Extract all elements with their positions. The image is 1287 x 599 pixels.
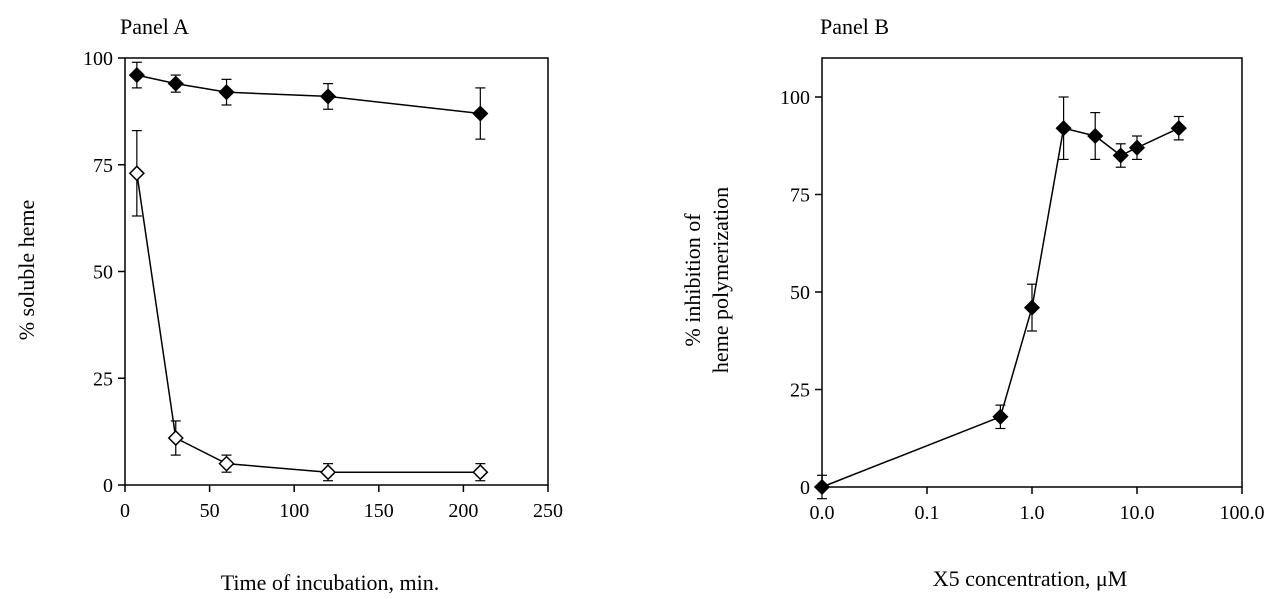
panel-a-y-tick-label: 75 xyxy=(93,155,113,177)
panel-a-series-1-point xyxy=(128,165,145,182)
panel-b-series-0-point xyxy=(1087,127,1104,145)
panel-a-series-0-point xyxy=(319,88,337,105)
panel-b-series-0-point xyxy=(1112,147,1129,164)
panel-a-series-1-point xyxy=(218,455,235,472)
panel-a-x-tick-label: 100 xyxy=(279,500,309,522)
panel-b-y-axis-label-line-1: % inhibition of xyxy=(680,213,705,347)
panel-b-y-tick-label: 100 xyxy=(780,87,810,109)
panel-a-y-tick-label: 25 xyxy=(93,368,113,390)
panel-b-y-tick-label: 50 xyxy=(790,282,810,304)
panel-b-series-0-point xyxy=(1023,299,1041,316)
panel-b-series-0-point xyxy=(992,408,1009,425)
panel-a-x-tick-label: 50 xyxy=(200,500,220,522)
panel-b-x-tick-label: 0.0 xyxy=(810,502,835,524)
panel-a-series-0-point xyxy=(128,67,145,84)
panel-a-title: Panel A xyxy=(120,14,189,39)
panel-b-x-tick-label: 10.0 xyxy=(1120,502,1155,524)
panel-b-series xyxy=(813,96,1187,500)
panel-a-series-0-point xyxy=(167,75,184,92)
panel-b-x-axis: 0.0 0.1 1.0 10.0 100.0 xyxy=(810,487,1265,524)
panel-b-x-tick-label: 0.1 xyxy=(915,502,940,524)
panel-a-x-axis-label: Time of incubation, min. xyxy=(221,570,440,595)
panel-b: Panel B 0.0 0.1 1.0 10.0 100.0 0 25 50 75 100 X5… xyxy=(680,14,1265,591)
panel-a-y-tick-label: 0 xyxy=(103,475,113,497)
panel-a-series-1-point xyxy=(167,429,184,447)
panel-a-series-1-line xyxy=(136,173,481,473)
panel-a-y-axis-label: % soluble heme xyxy=(14,200,39,341)
panel-b-y-tick-label: 75 xyxy=(790,185,810,207)
panel-b-x-tick-label: 1.0 xyxy=(1020,502,1045,524)
panel-a-y-tick-label: 100 xyxy=(83,48,113,70)
panel-a-x-tick-label: 200 xyxy=(448,500,478,522)
panel-a-series-0-point xyxy=(218,84,235,101)
panel-a-x-tick-label: 150 xyxy=(364,500,394,522)
panel-b-series-0-line xyxy=(821,127,1180,488)
panel-a-y-tick-label: 50 xyxy=(93,262,113,284)
panel-b-x-axis-label: X5 concentration, μM xyxy=(933,566,1127,591)
panel-b-series-0-point xyxy=(813,478,831,496)
panel-a-series-1-point xyxy=(472,464,489,481)
panel-b-series-0-point xyxy=(1055,120,1072,137)
panel-a-series xyxy=(128,61,489,482)
panel-b-y-axis: 0 25 50 75 100 xyxy=(780,87,822,499)
panel-a-series-0-line xyxy=(136,74,481,115)
panel-b-y-axis-label-line-2: heme polymerization xyxy=(708,187,733,373)
panel-b-y-tick-label: 25 xyxy=(790,380,810,402)
panel-b-series-0-point xyxy=(1128,139,1146,156)
panel-a-x-axis: 0 50 100 150 200 250 xyxy=(120,485,563,522)
panel-b-series-0-point xyxy=(1170,120,1187,137)
panel-a-x-tick-label: 250 xyxy=(533,500,563,522)
panel-b-y-tick-label: 0 xyxy=(800,477,810,499)
panel-a-y-axis: 0 25 50 75 100 xyxy=(83,48,125,497)
panel-a-x-tick-label: 0 xyxy=(120,500,130,522)
panel-a-series-0-point xyxy=(472,105,489,122)
panel-a-series-1-point xyxy=(319,464,337,481)
panel-b-x-tick-label: 100.0 xyxy=(1220,502,1265,524)
panel-b-title: Panel B xyxy=(820,14,889,39)
panel-a-plot-frame xyxy=(124,57,549,486)
panel-a: Panel A 0 50 100 150 200 250 0 25 50 75 100 Time … xyxy=(14,14,563,595)
